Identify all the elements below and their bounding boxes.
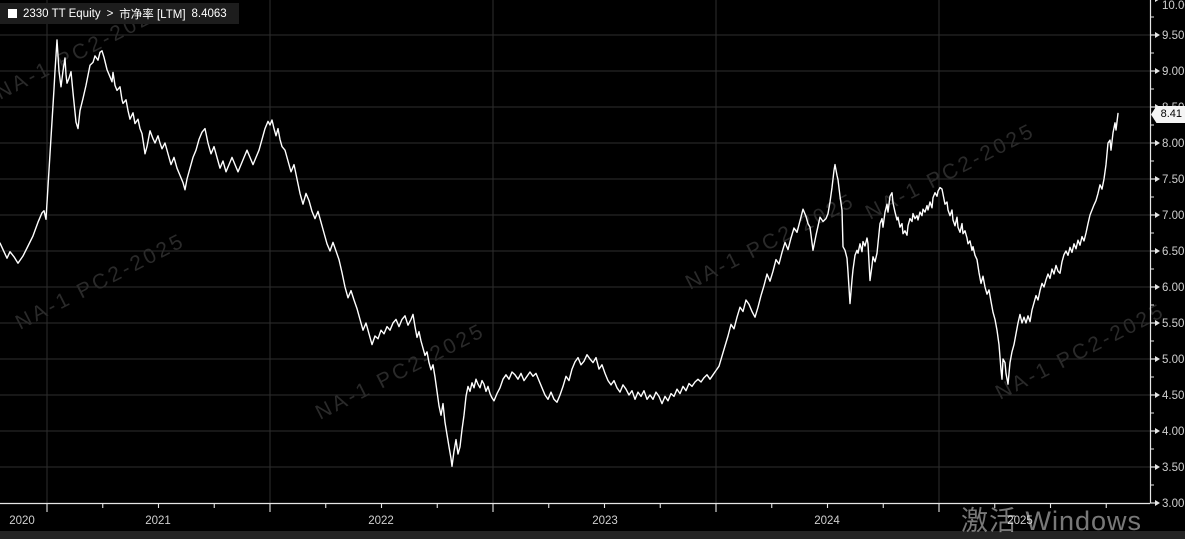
svg-text:4.50: 4.50 [1162,390,1184,402]
svg-text:6.00: 6.00 [1162,282,1184,294]
x-axis-ticks-labels: 2020 2021 2022 2023 2024 2025 [9,503,1107,527]
svg-text:9.50: 9.50 [1162,30,1184,42]
series-field: 市净率 [LTM] [119,8,186,21]
svg-text:5.00: 5.00 [1162,354,1184,366]
series-legend-chip[interactable]: 2330 TT Equity > 市净率 [LTM] 8.4063 [0,3,239,24]
svg-text:4.00: 4.00 [1162,426,1184,438]
windows-activation-watermark: 激活 Windows [961,506,1143,536]
svg-text:5.50: 5.50 [1162,318,1184,330]
svg-text:NA-1 PC2-2025: NA-1 PC2-2025 [992,299,1169,405]
horizontal-gridlines [0,34,1150,468]
svg-text:2022: 2022 [368,515,394,527]
series-last-value: 8.4063 [191,7,227,20]
svg-text:NA-1 PC2-2025: NA-1 PC2-2025 [12,229,189,335]
bottom-edge-strip [0,531,1185,539]
svg-text:3.50: 3.50 [1162,462,1184,474]
svg-text:3.00: 3.00 [1162,498,1184,510]
vertical-gridlines [46,0,940,503]
svg-text:7.00: 7.00 [1162,210,1184,222]
series-separator: > [106,7,114,20]
svg-text:9.00: 9.00 [1162,66,1184,78]
svg-text:2025: 2025 [1007,515,1033,527]
svg-text:2021: 2021 [145,515,171,527]
y-axis-ticks-labels: 3.00 3.50 4.00 4.50 5.00 5.50 6.00 6.50 7.00 7.50… [1150,0,1185,510]
svg-text:NA-1 PC2-2025: NA-1 PC2-2025 [312,319,489,425]
svg-text:10.00: 10.00 [1162,0,1185,12]
svg-text:6.50: 6.50 [1162,246,1184,258]
svg-text:8.00: 8.00 [1162,138,1184,150]
svg-text:2024: 2024 [814,515,840,527]
last-price-tag: 8.41 [1151,106,1185,123]
series-security: 2330 TT Equity [23,7,101,20]
svg-text:7.50: 7.50 [1162,174,1184,186]
svg-text:2020: 2020 [9,515,35,527]
price-line [0,39,1119,467]
svg-text:2023: 2023 [592,515,618,527]
series-color-swatch-icon [8,9,17,18]
